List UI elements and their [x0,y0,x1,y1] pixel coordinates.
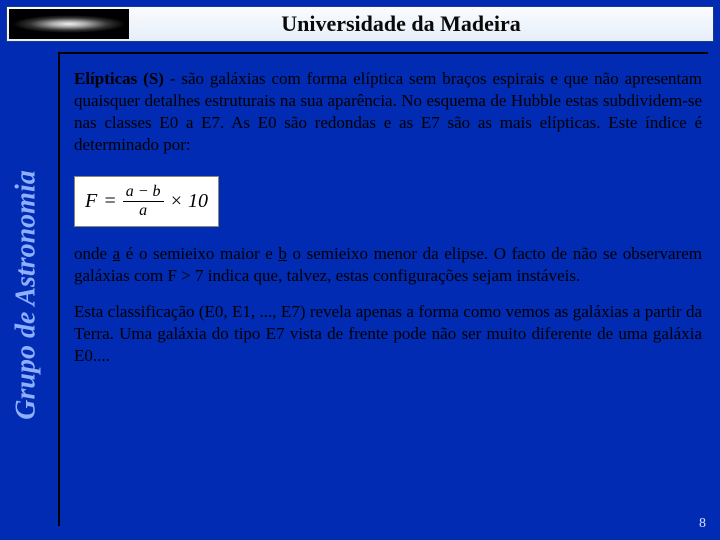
formula: F = a − b a × 10 [85,183,208,219]
sidebar: Grupo de Astronomia [0,50,54,540]
paragraph-2: onde a é o semieixo maior e b o semieixo… [74,243,702,287]
p2-underline-b: b [278,244,287,263]
header-title: Universidade da Madeira [129,11,713,37]
galaxy-logo [9,9,129,39]
formula-eq: = [103,188,117,214]
p1-lead: Elípticas (S) [74,69,164,88]
formula-numerator: a − b [123,183,164,202]
paragraph-1: Elípticas (S) - são galáxias com forma e… [74,68,702,156]
p1-body: - são galáxias com forma elíptica sem br… [74,69,702,154]
p2-b: é o semieixo maior e [120,244,278,263]
formula-box: F = a − b a × 10 [74,176,219,226]
header-bar: Universidade da Madeira [6,6,714,42]
page-number: 8 [699,516,706,532]
divider-horizontal [58,52,708,54]
paragraph-3: Esta classificação (E0, E1, ..., E7) rev… [74,301,702,367]
formula-times: × 10 [170,188,209,214]
content-area: Elípticas (S) - são galáxias com forma e… [74,68,702,381]
sidebar-label: Grupo de Astronomia [11,170,43,419]
formula-denominator: a [136,202,150,220]
p2-a: onde [74,244,113,263]
formula-lhs: F [85,188,97,214]
formula-fraction: a − b a [123,183,164,219]
divider-vertical [58,52,60,526]
